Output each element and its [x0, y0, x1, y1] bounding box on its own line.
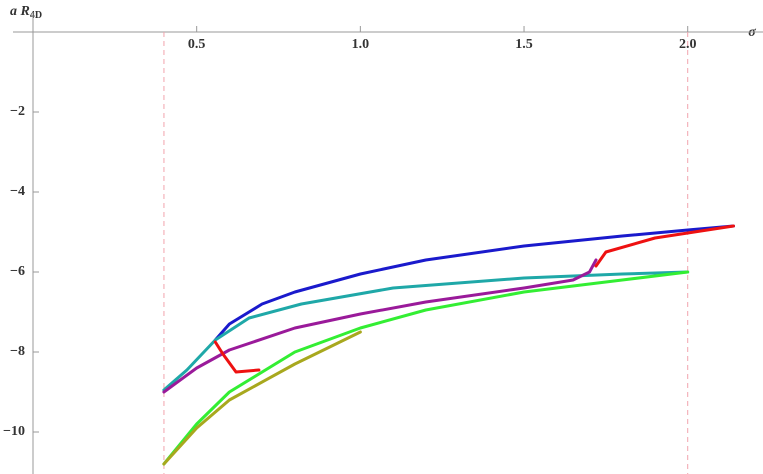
y-tick-label: −2	[10, 104, 25, 119]
series-line	[213, 224, 735, 342]
series-line	[213, 224, 735, 374]
series-line	[162, 270, 690, 392]
y-tick-label: −6	[10, 264, 25, 279]
series-line	[162, 258, 598, 394]
x-tick-label: 2.0	[679, 37, 697, 52]
y-axis-label: a R4D	[10, 4, 42, 21]
y-label-sub: 4D	[30, 10, 42, 21]
x-axis-label: σ	[748, 25, 756, 40]
series-line	[162, 330, 362, 466]
x-tick-label: 1.5	[515, 37, 533, 52]
x-tick-label: 1.0	[352, 37, 370, 52]
series-line	[162, 270, 690, 466]
y-tick-label: −8	[10, 344, 25, 359]
x-tick-label: 0.5	[188, 37, 206, 52]
y-label-main: a R	[10, 4, 30, 19]
y-tick-label: −4	[10, 184, 25, 199]
y-tick-label: −10	[3, 424, 25, 439]
